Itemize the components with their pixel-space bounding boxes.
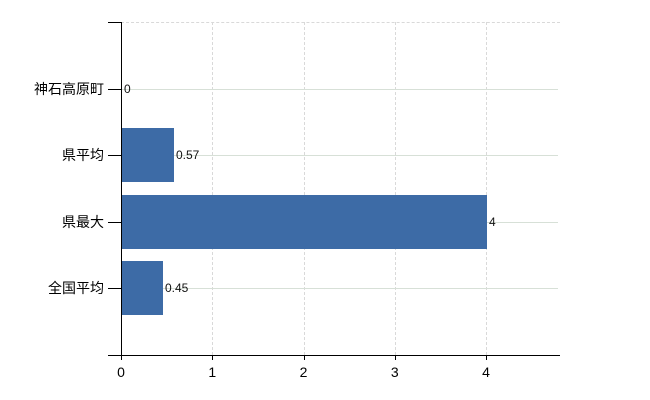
y-axis-label: 神石高原町 <box>34 80 104 97</box>
y-axis-tick <box>108 89 121 90</box>
x-axis-label: 4 <box>482 364 490 380</box>
bar-value-label: 0 <box>124 81 131 96</box>
bar <box>122 195 487 249</box>
y-axis-tick <box>108 222 121 223</box>
bar <box>122 261 163 315</box>
bar-value-label: 4 <box>489 214 496 229</box>
x-axis-line <box>108 355 560 356</box>
x-axis-tick <box>121 355 122 360</box>
v-gridline <box>394 22 396 355</box>
h-gridline <box>121 89 558 90</box>
y-axis-tick <box>108 288 121 289</box>
x-axis-tick <box>212 355 213 360</box>
x-axis-label: 0 <box>117 364 125 380</box>
bar-value-label: 0.57 <box>176 148 200 163</box>
x-axis-tick <box>304 355 305 360</box>
x-axis-label: 3 <box>390 364 399 380</box>
x-axis-tick <box>395 355 396 360</box>
y-axis-label: 県平均 <box>62 147 104 164</box>
h-gridline <box>121 288 558 289</box>
y-axis-tick <box>108 155 121 156</box>
bar-value-label: 0.45 <box>165 281 189 296</box>
v-gridline <box>303 22 305 355</box>
y-axis-tick <box>108 22 121 23</box>
y-axis-label: 全国平均 <box>48 280 104 297</box>
y-axis-label: 県最大 <box>62 213 104 230</box>
plot-top-gridline <box>121 22 560 23</box>
x-axis-label: 2 <box>299 364 308 380</box>
y-axis-line <box>121 22 122 355</box>
x-axis-label: 1 <box>208 364 217 380</box>
bar <box>122 128 174 182</box>
h-gridline <box>121 155 558 156</box>
x-axis-tick <box>486 355 487 360</box>
v-gridline <box>486 22 487 355</box>
v-gridline <box>212 22 214 355</box>
